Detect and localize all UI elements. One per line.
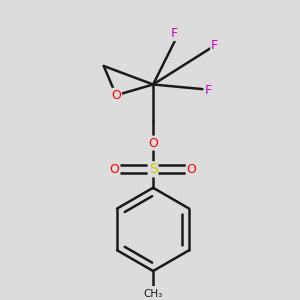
Text: O: O [110,163,119,176]
Text: O: O [148,136,158,150]
Text: S: S [149,162,158,176]
Text: O: O [187,163,196,176]
Text: O: O [111,89,121,102]
Text: F: F [211,39,218,52]
Text: CH₃: CH₃ [143,289,163,298]
Text: F: F [205,84,212,97]
Text: F: F [171,27,178,40]
